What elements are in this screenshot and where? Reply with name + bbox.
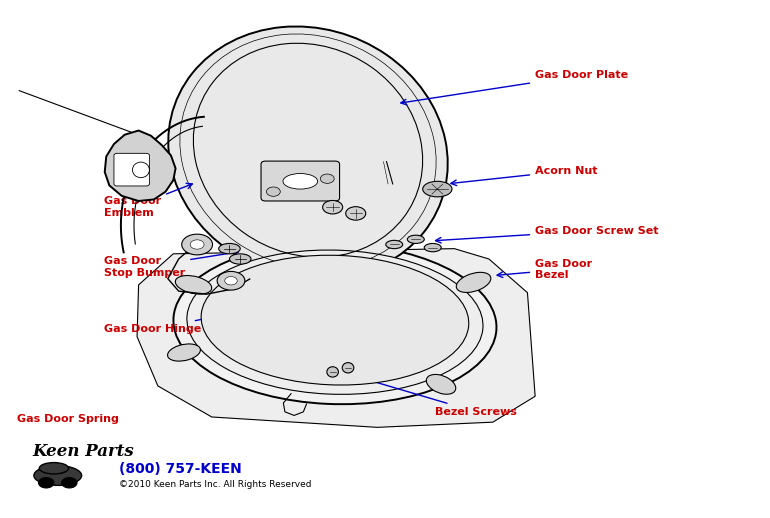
- Text: Gas Door Screw Set: Gas Door Screw Set: [436, 225, 658, 243]
- Text: Keen Parts: Keen Parts: [32, 443, 134, 460]
- Polygon shape: [137, 249, 535, 427]
- Ellipse shape: [176, 276, 212, 294]
- FancyBboxPatch shape: [114, 153, 149, 186]
- Ellipse shape: [168, 344, 200, 361]
- Ellipse shape: [173, 243, 497, 404]
- FancyBboxPatch shape: [261, 161, 340, 201]
- Circle shape: [182, 234, 213, 255]
- Text: ©2010 Keen Parts Inc. All Rights Reserved: ©2010 Keen Parts Inc. All Rights Reserve…: [119, 480, 312, 489]
- Ellipse shape: [39, 463, 69, 474]
- Ellipse shape: [283, 174, 317, 189]
- Ellipse shape: [427, 375, 456, 394]
- Ellipse shape: [424, 243, 441, 252]
- Circle shape: [266, 187, 280, 196]
- Ellipse shape: [229, 254, 251, 264]
- Text: (800) 757-KEEN: (800) 757-KEEN: [119, 462, 242, 476]
- Circle shape: [323, 200, 343, 214]
- Ellipse shape: [326, 367, 338, 377]
- Ellipse shape: [343, 363, 354, 373]
- Circle shape: [225, 277, 237, 285]
- Ellipse shape: [187, 250, 483, 394]
- Ellipse shape: [169, 26, 447, 279]
- Ellipse shape: [457, 272, 490, 293]
- Text: Gas Door
Stop Bumper: Gas Door Stop Bumper: [104, 250, 238, 278]
- Text: Gas Door Plate: Gas Door Plate: [401, 70, 628, 105]
- Text: Bezel Screws: Bezel Screws: [352, 374, 517, 417]
- Ellipse shape: [407, 235, 424, 243]
- Text: Gas Door
Bezel: Gas Door Bezel: [497, 258, 592, 280]
- Circle shape: [320, 174, 334, 183]
- Circle shape: [346, 207, 366, 220]
- Ellipse shape: [219, 243, 240, 254]
- Text: Gas Door Spring: Gas Door Spring: [17, 413, 119, 424]
- Circle shape: [190, 240, 204, 249]
- Circle shape: [38, 478, 54, 488]
- Text: Gas Door
Emblem: Gas Door Emblem: [104, 183, 192, 218]
- Circle shape: [217, 271, 245, 290]
- Polygon shape: [105, 131, 176, 201]
- Circle shape: [62, 478, 77, 488]
- Ellipse shape: [34, 466, 82, 485]
- Ellipse shape: [386, 240, 403, 249]
- Text: Gas Door Hinge: Gas Door Hinge: [104, 313, 223, 334]
- Ellipse shape: [201, 255, 469, 385]
- Text: Acorn Nut: Acorn Nut: [451, 166, 598, 185]
- Ellipse shape: [423, 181, 452, 197]
